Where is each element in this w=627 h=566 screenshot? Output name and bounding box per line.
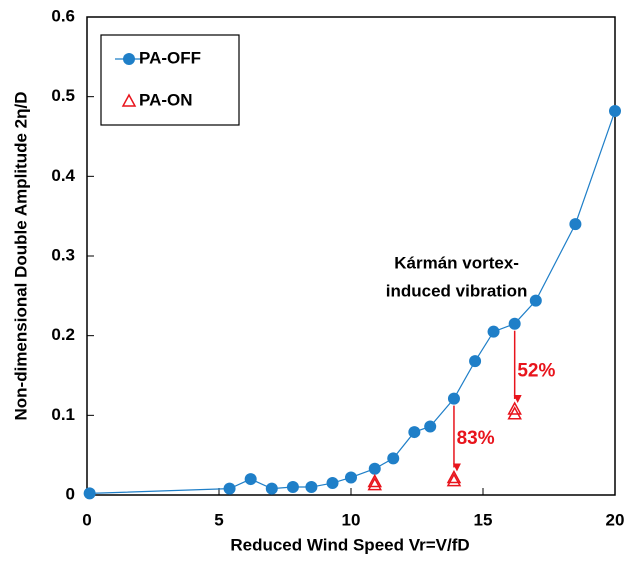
x-tick-label: 15 — [474, 510, 493, 529]
point — [367, 473, 383, 488]
y-tick-label: 0.1 — [51, 405, 75, 424]
y-tick-label: 0.2 — [51, 325, 75, 344]
annotation: 83% — [457, 428, 495, 449]
x-tick-label: 0 — [82, 510, 91, 529]
x-tick-label: 10 — [342, 510, 361, 529]
point — [387, 452, 400, 465]
point — [367, 477, 383, 491]
x-axis-label: Reduced Wind Speed Vr=V/fD — [230, 535, 469, 554]
legend-marker — [121, 93, 137, 107]
legend-label: PA-ON — [139, 90, 193, 109]
point — [469, 355, 482, 368]
point — [368, 462, 381, 475]
point — [446, 469, 462, 484]
point — [569, 218, 582, 231]
point — [487, 325, 500, 338]
point — [529, 294, 542, 307]
y-tick-label: 0.6 — [51, 6, 75, 25]
point — [286, 481, 299, 494]
point — [424, 420, 437, 433]
y-tick-label: 0.4 — [51, 166, 75, 185]
point — [507, 401, 522, 415]
x-tick-label: 20 — [606, 510, 625, 529]
y-tick-label: 0.5 — [51, 86, 75, 105]
point — [447, 392, 460, 405]
point — [305, 481, 318, 494]
point — [244, 473, 257, 486]
point — [446, 473, 462, 487]
annotation: induced vibration — [386, 281, 528, 300]
x-tick-label: 5 — [214, 510, 223, 529]
point — [408, 426, 421, 439]
y-axis-label: Non-dimensional Double Amplitude 2η/D — [11, 92, 30, 421]
point — [345, 471, 357, 484]
y-tick-label: 0.3 — [51, 245, 75, 264]
annotation: 52% — [517, 361, 555, 382]
annotation: Kármán vortex- — [394, 253, 519, 272]
y-tick-label: 0 — [66, 484, 75, 503]
legend-label: PA-OFF — [139, 48, 201, 67]
point — [326, 477, 339, 490]
point — [83, 487, 96, 500]
point — [223, 482, 236, 495]
point — [508, 317, 521, 330]
point — [609, 105, 621, 118]
point — [265, 482, 278, 495]
legend-box — [100, 34, 240, 126]
legend-marker — [123, 53, 135, 65]
